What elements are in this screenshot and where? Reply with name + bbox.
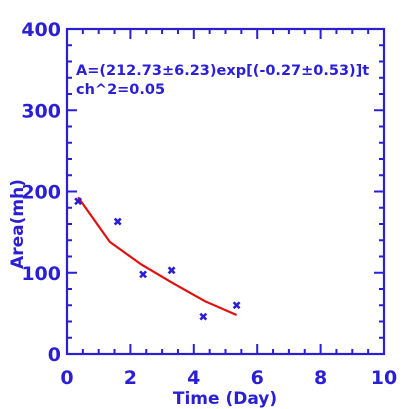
x-tick-label: 10 — [371, 367, 397, 389]
data-point — [74, 197, 83, 206]
x-tick-label: 0 — [60, 367, 73, 389]
y-tick-label: 0 — [48, 344, 61, 366]
y-tick-label: 300 — [21, 100, 61, 122]
fit-curve — [77, 196, 238, 317]
annotation-chi-square: ch^2=0.05 — [76, 82, 165, 98]
data-point — [232, 301, 241, 310]
y-tick-label: 400 — [21, 19, 61, 41]
annotation-equation: A=(212.73±6.23)exp[(-0.27±0.53)]t — [76, 63, 369, 79]
data-point — [167, 266, 176, 275]
y-tick-label: 200 — [21, 182, 61, 204]
y-tick-label: 100 — [21, 263, 61, 285]
x-tick-label: 8 — [314, 367, 327, 389]
x-tick-label: 2 — [124, 367, 137, 389]
data-point — [199, 312, 208, 321]
data-point — [139, 270, 147, 279]
x-tick-label: 4 — [187, 367, 200, 389]
x-tick-label: 6 — [251, 367, 264, 389]
series — [74, 196, 241, 321]
data-point — [113, 217, 122, 226]
x-axis-label: Time (Day) — [173, 389, 277, 409]
y-axis-label: Area(mh) — [8, 179, 28, 269]
